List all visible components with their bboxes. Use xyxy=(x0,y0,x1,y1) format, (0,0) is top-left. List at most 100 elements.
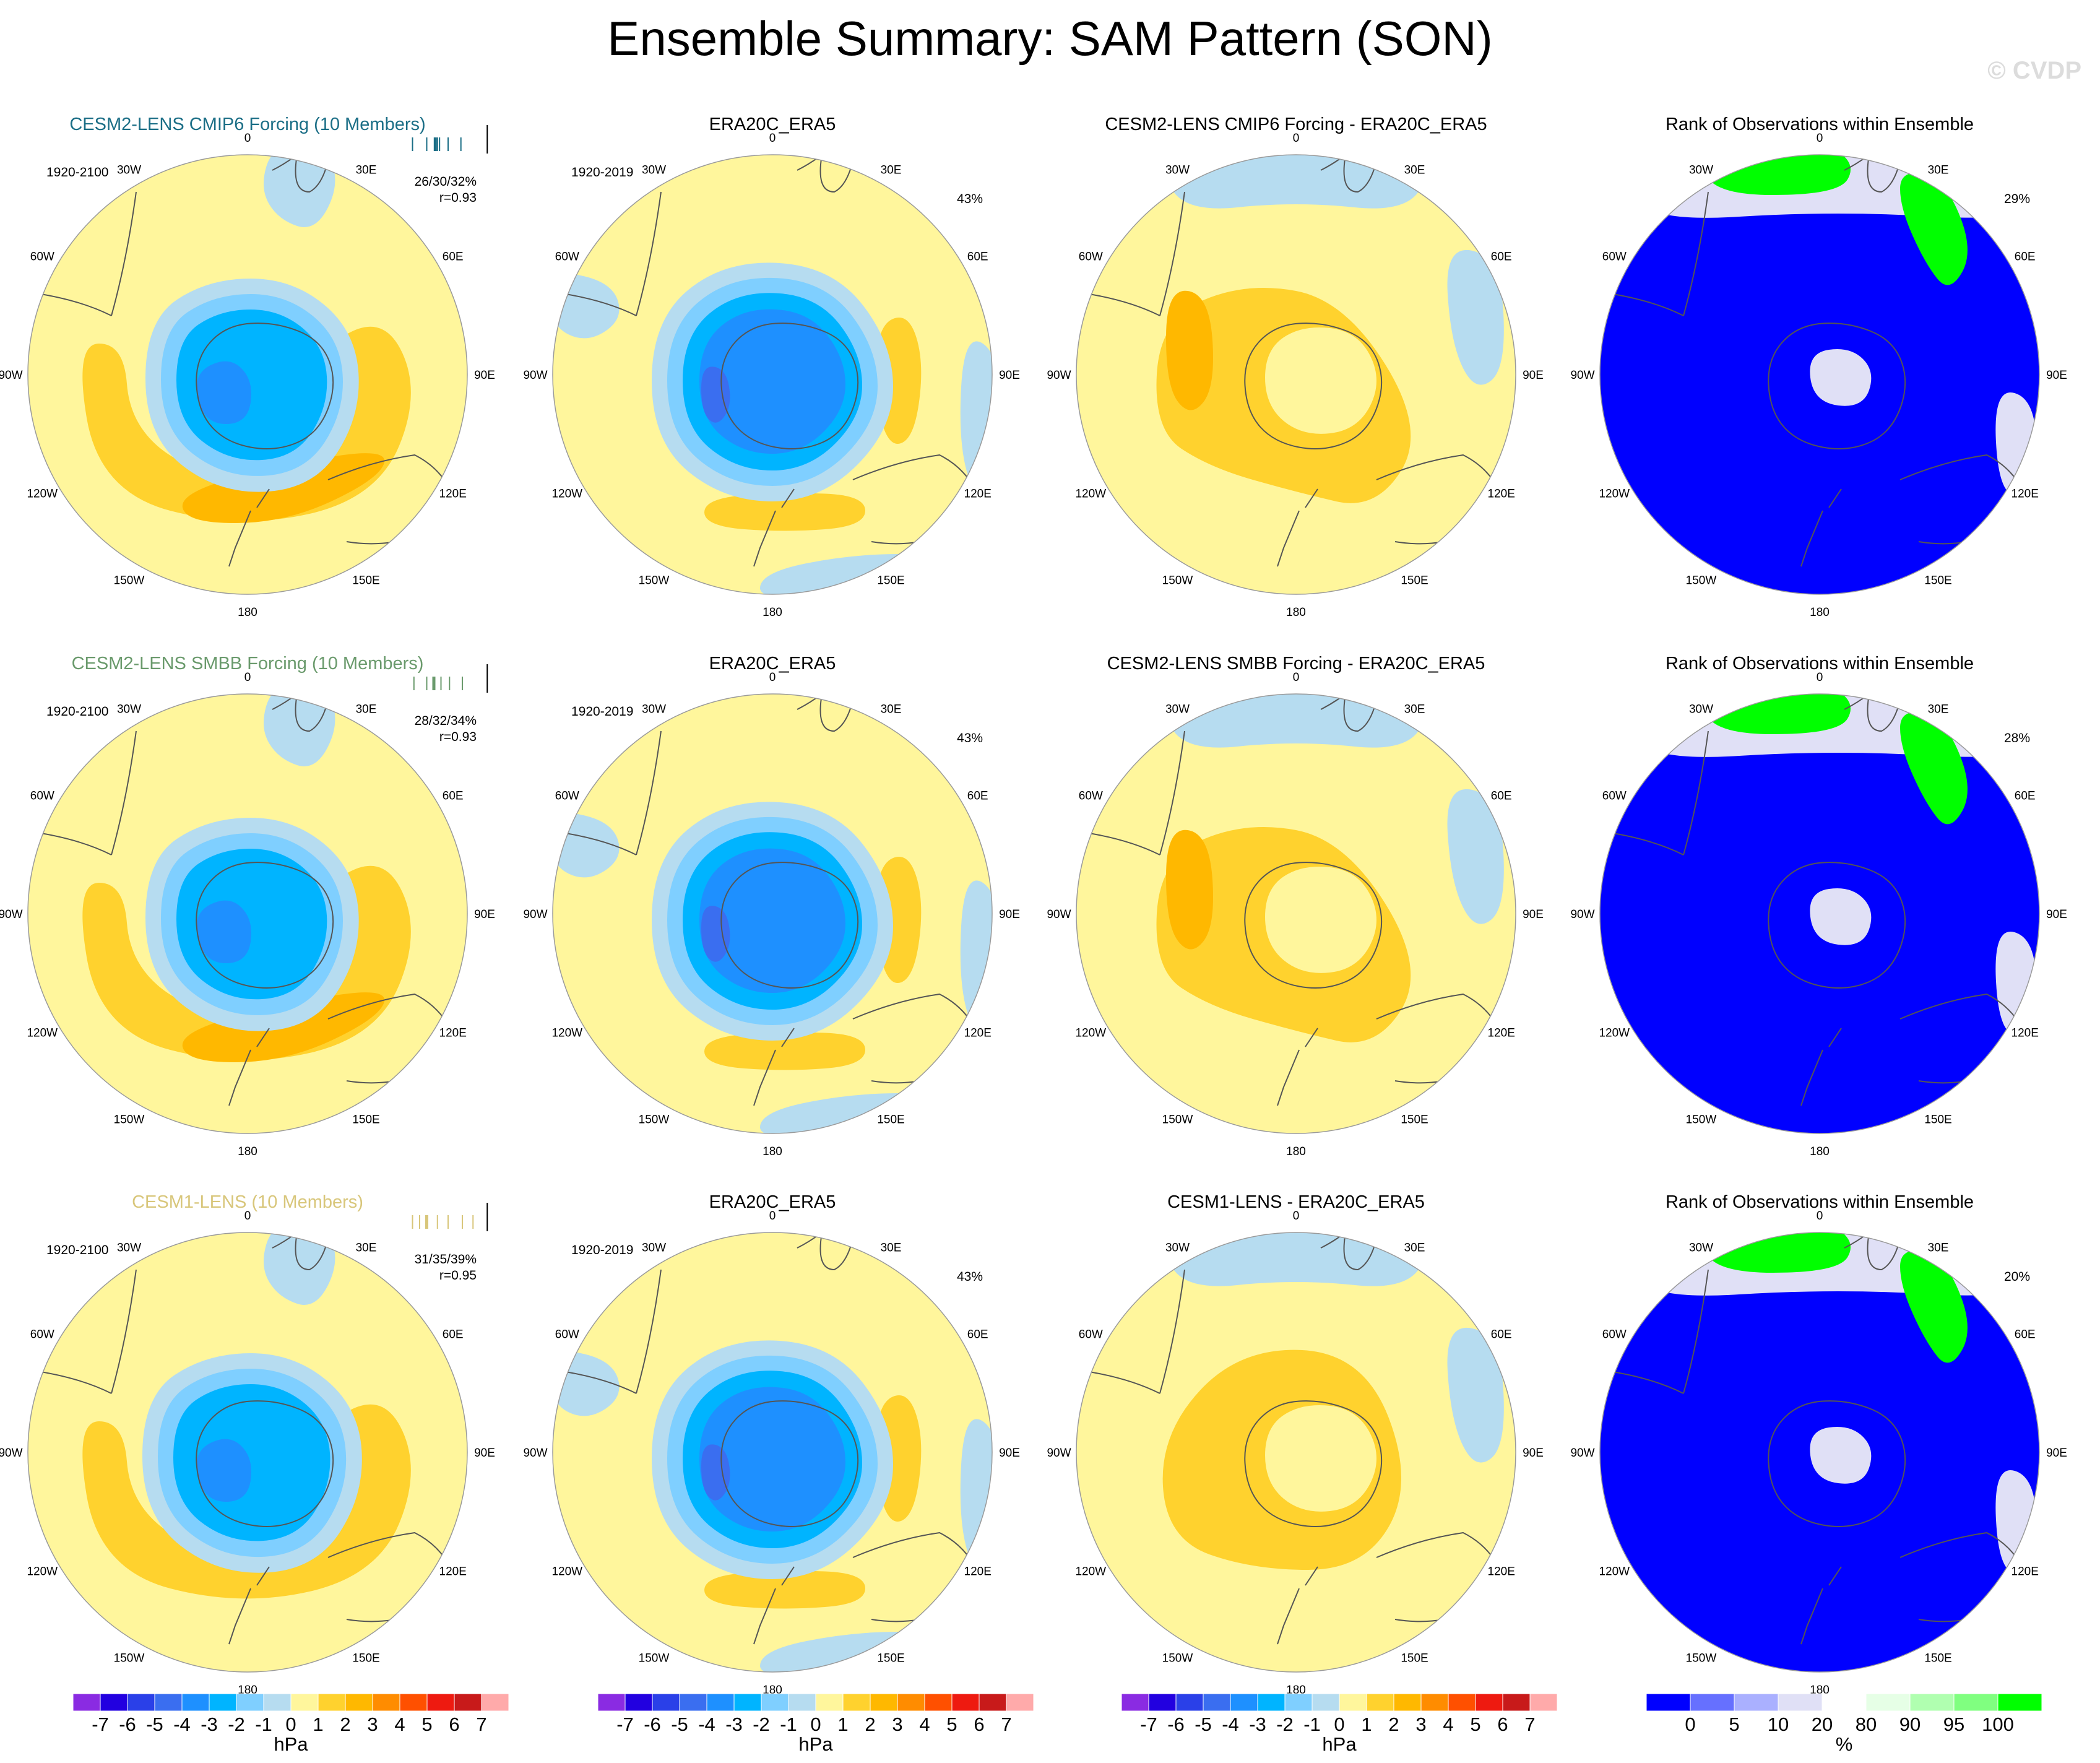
colorbar-swatch xyxy=(454,1693,482,1712)
lon-label-120e: 120E xyxy=(1488,1566,1515,1579)
colorbar-tick-label: 0 xyxy=(810,1713,821,1735)
colorbar-swatch xyxy=(127,1693,155,1712)
lon-label-0: 0 xyxy=(244,671,251,684)
colorbar-swatch xyxy=(1475,1693,1503,1712)
lon-label-30w: 30W xyxy=(117,703,141,716)
lon-label-60e: 60E xyxy=(1491,790,1512,803)
africa-coast xyxy=(797,1232,853,1271)
colorbar-swatch xyxy=(1778,1693,1823,1712)
colorbar-tick-label: 100 xyxy=(1982,1713,2014,1735)
colorbar-tick-label: 5 xyxy=(946,1713,957,1735)
panel-r2-obs: ERA20C_ERA5 1920-2019 0 30E 60E 90E 120E 150E 18… xyxy=(523,654,1019,1158)
lon-label-30e: 30E xyxy=(1928,163,1949,176)
sam-difference-field xyxy=(1076,155,1516,594)
lon-label-150e: 150E xyxy=(1924,574,1951,587)
lon-label-150e: 150E xyxy=(877,1652,904,1665)
lon-label-120e: 120E xyxy=(964,488,992,501)
pattern-stat: 43% xyxy=(957,731,983,745)
colorbar-tick-label: -7 xyxy=(92,1713,109,1735)
lon-label-120e: 120E xyxy=(2011,1566,2039,1579)
colorbar-tick-label: 3 xyxy=(1415,1713,1426,1735)
antarctica-coast xyxy=(1244,323,1383,449)
antarctic-rank xyxy=(1810,349,1872,406)
antarctica-coast xyxy=(720,862,859,989)
colorbar-tick-label: 2 xyxy=(340,1713,350,1735)
antarctica-coast xyxy=(720,1400,859,1527)
lon-label-30e: 30E xyxy=(1928,703,1949,716)
lon-label-30e: 30E xyxy=(881,1241,902,1254)
positive-core xyxy=(1166,830,1213,950)
lon-label-90e: 90E xyxy=(1523,369,1544,382)
colorbar-swatch xyxy=(100,1693,128,1712)
lon-label-120e: 120E xyxy=(2011,488,2039,501)
period-label: 1920-2019 xyxy=(571,704,633,719)
colorbar-swatch xyxy=(979,1693,1007,1712)
rank-high-patch-n xyxy=(1705,694,1851,734)
rank-high-patch-n xyxy=(1705,155,1851,195)
panel-r1-model: CESM2-LENS CMIP6 Forcing (10 Members) 192… xyxy=(0,115,495,619)
colorbar-swatch xyxy=(318,1693,346,1712)
lon-label-90w: 90W xyxy=(523,908,547,921)
sam-difference-field xyxy=(1076,1232,1516,1672)
lon-label-90e: 90E xyxy=(1523,1447,1544,1460)
negative-core xyxy=(701,366,730,423)
sam-field xyxy=(28,1232,467,1672)
lon-label-60w: 60W xyxy=(555,790,579,803)
colorbar-tick-label: 1 xyxy=(313,1713,323,1735)
lon-label-90w: 90W xyxy=(1047,908,1071,921)
rank-field xyxy=(1600,694,2039,1133)
colorbar-tick-label: 0 xyxy=(1685,1713,1695,1735)
period-label: 1920-2019 xyxy=(571,1243,633,1257)
colorbar-tick-label: 5 xyxy=(421,1713,432,1735)
panel-title: Rank of Observations within Ensemble xyxy=(1666,115,1974,134)
lon-label-150w: 150W xyxy=(1162,1114,1193,1127)
new-zealand-coast xyxy=(228,1566,270,1645)
lon-label-180: 180 xyxy=(238,606,257,619)
antarctica-coast xyxy=(1768,323,1906,449)
lon-label-0: 0 xyxy=(1817,671,1823,684)
colorbar-tick-label: -3 xyxy=(1249,1713,1266,1735)
lon-label-0: 0 xyxy=(769,132,776,145)
lon-label-150w: 150W xyxy=(1162,574,1193,587)
negative-contour-2 xyxy=(173,1384,331,1541)
lon-label-120w: 120W xyxy=(1599,1566,1630,1579)
colorbar-swatch xyxy=(951,1693,980,1712)
lon-label-60e: 60E xyxy=(443,1328,464,1341)
colorbar-swatch xyxy=(897,1693,925,1712)
colorbar-tick-label: 2 xyxy=(865,1713,875,1735)
panel-title: CESM1-LENS - ERA20C_ERA5 xyxy=(1167,1192,1425,1212)
lon-label-120w: 120W xyxy=(27,1566,58,1579)
positive-patch-s xyxy=(704,1032,865,1070)
colorbar-tick-label: -5 xyxy=(1195,1713,1212,1735)
pattern-stat: 43% xyxy=(957,192,983,206)
colorbar-tick-label: 2 xyxy=(1388,1713,1399,1735)
lon-label-120e: 120E xyxy=(1488,1027,1515,1040)
africa-coast xyxy=(1844,694,1901,732)
colorbar-hpa: -7 -6 -5 -4 -3 -2 -1 0 1 2 3 4 5 6 7 hPa xyxy=(1121,1693,1558,1755)
panel-title: ERA20C_ERA5 xyxy=(709,654,836,674)
negative-core xyxy=(196,361,251,424)
lon-label-30w: 30W xyxy=(1165,1241,1190,1254)
colorbar-swatch xyxy=(1502,1693,1531,1712)
new-zealand-coast xyxy=(1277,1566,1318,1645)
lon-label-60e: 60E xyxy=(967,1328,988,1341)
colorbar-swatch xyxy=(870,1693,898,1712)
pattern-stat: 28/32/34% xyxy=(415,714,477,728)
lon-label-120w: 120W xyxy=(551,1027,582,1040)
lon-label-120e: 120E xyxy=(964,1566,992,1579)
colorbar-tick-label: 4 xyxy=(1443,1713,1453,1735)
colorbar-tick-label: 7 xyxy=(1001,1713,1011,1735)
map-border xyxy=(27,1232,468,1673)
lon-label-30w: 30W xyxy=(117,1241,141,1254)
lon-label-60w: 60W xyxy=(1602,251,1627,264)
colorbar-tick-label: -6 xyxy=(1167,1713,1185,1735)
antarctica-coast xyxy=(196,1400,334,1527)
colorbar-swatch xyxy=(1529,1693,1558,1712)
lon-label-90w: 90W xyxy=(1047,1447,1071,1460)
lon-label-90e: 90E xyxy=(2046,1447,2067,1460)
lon-label-60w: 60W xyxy=(555,251,579,264)
lon-label-180: 180 xyxy=(763,606,782,619)
lon-label-30w: 30W xyxy=(1165,703,1190,716)
negative-contour-2 xyxy=(176,849,327,1000)
